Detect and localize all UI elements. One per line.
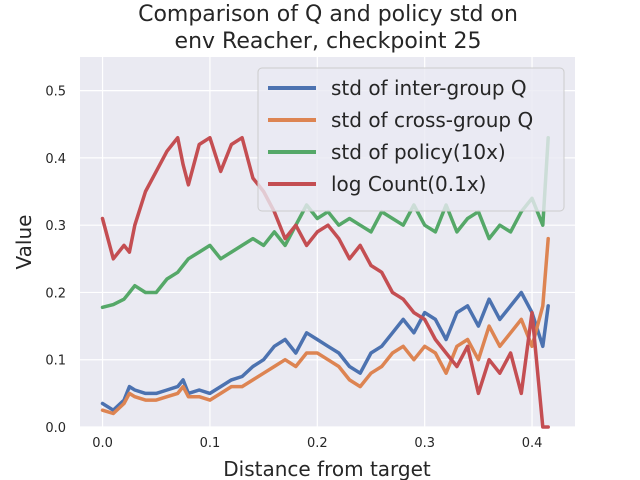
series-line-1 [100,290,550,412]
series-line-2 [100,236,550,416]
x-tick-label: 0.4 [522,436,543,451]
y-tick-label: 0.4 [45,152,66,167]
x-axis-ticks: 0.0 0.1 0.2 0.3 0.4 [92,436,542,451]
legend-label-2: std of cross-group Q [331,108,533,132]
series-line-4 [100,135,550,429]
legend-box [257,67,565,212]
y-tick-label: 0.1 [45,354,66,369]
legend-label-1: std of inter-group Q [331,76,527,100]
x-axis-label: Distance from target [223,457,431,480]
legend: std of inter-group Q std of cross-group Q… [257,67,565,212]
y-axis-ticks: 0.0 0.1 0.2 0.3 0.4 0.5 [45,85,66,436]
y-tick-label: 0.3 [45,219,66,234]
x-tick-label: 0.3 [414,436,435,451]
x-tick-label: 0.0 [92,436,113,451]
series-layer [100,135,550,429]
x-tick-label: 0.1 [200,436,221,451]
y-tick-label: 0.2 [45,286,66,301]
series-line-3 [100,135,550,310]
y-tick-label: 0.0 [45,421,66,436]
chart-title-line-1: Comparison of Q and policy std on [138,2,518,27]
legend-label-3: std of policy(10x) [331,140,506,164]
chart-title-line-2: env Reacher, checkpoint 25 [175,29,482,54]
legend-items: std of inter-group Q std of cross-group Q… [268,76,533,196]
legend-label-4: log Count(0.1x) [331,172,487,196]
y-tick-label: 0.5 [45,85,66,100]
y-axis-label: Value [12,215,36,270]
x-tick-label: 0.2 [307,436,328,451]
